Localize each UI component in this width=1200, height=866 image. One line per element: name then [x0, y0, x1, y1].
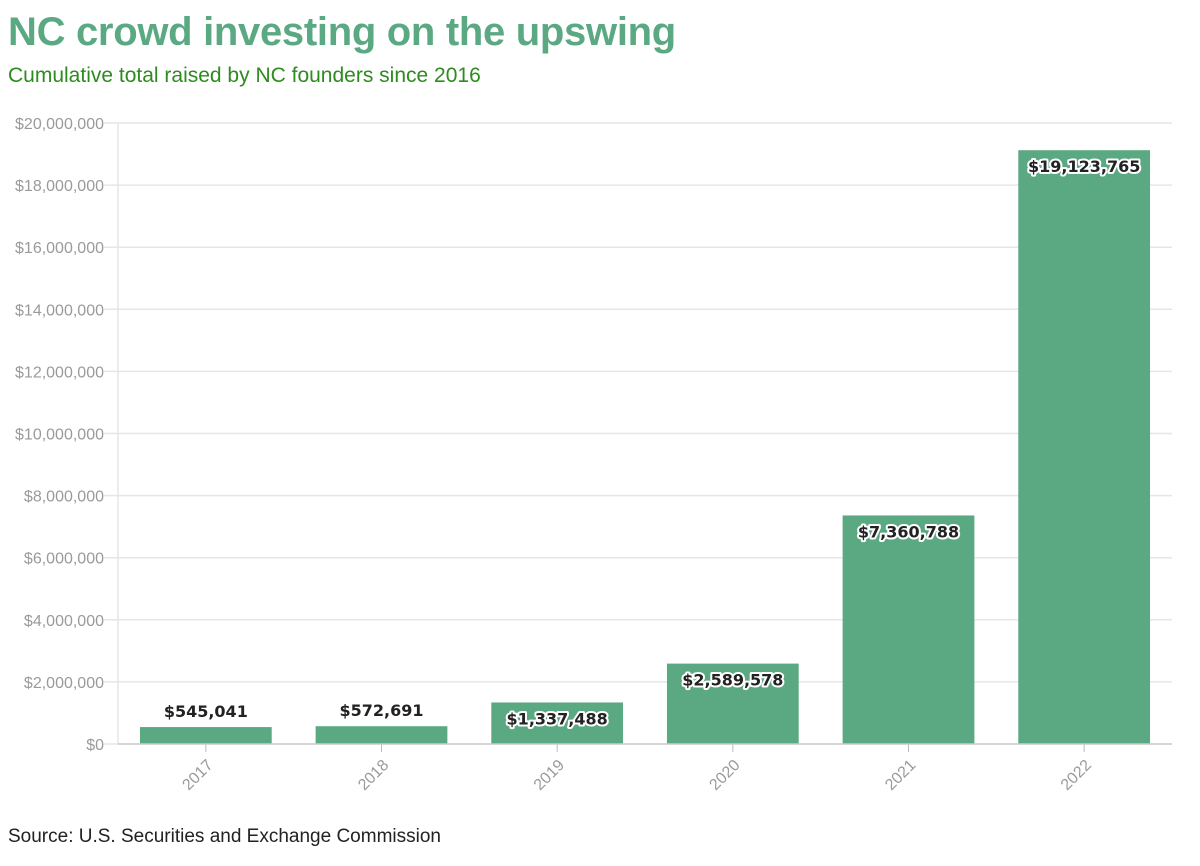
data-label-2019: $1,337,488 — [507, 709, 608, 728]
x-tick-label-2021: 2021 — [882, 757, 919, 794]
x-tick-label-2017: 2017 — [179, 757, 216, 794]
y-tick-label: $18,000,000 — [15, 178, 104, 195]
y-axis: $0 $2,000,000 $4,000,000 $6,000,000 $8,000,0… — [15, 116, 119, 754]
x-tick-label-2019: 2019 — [531, 757, 568, 794]
y-tick-label: $14,000,000 — [15, 302, 104, 319]
y-tick-label: $12,000,000 — [15, 364, 104, 381]
chart-title: NC crowd investing on the upswing — [8, 10, 676, 54]
gridlines — [104, 122, 1172, 745]
bar-2018 — [315, 726, 448, 744]
bars — [139, 150, 1151, 744]
data-label-2017: $545,041 — [164, 702, 248, 721]
x-tick-label-2020: 2020 — [706, 757, 743, 794]
data-label-2020: $2,589,578 — [682, 671, 783, 690]
chart-subtitle: Cumulative total raised by NC founders s… — [8, 64, 481, 87]
y-tick-label: $4,000,000 — [24, 613, 104, 630]
bar-2019 — [491, 702, 624, 744]
bar-2020 — [666, 663, 799, 744]
y-tick-label: $8,000,000 — [24, 489, 104, 506]
bar-2021 — [842, 515, 975, 744]
bar-2022 — [1018, 150, 1151, 744]
source-note: Source: U.S. Securities and Exchange Com… — [8, 826, 441, 847]
x-tick-label-2022: 2022 — [1058, 757, 1095, 794]
x-axis: 2017 2018 2019 2020 2021 2022 — [118, 743, 1172, 794]
data-labels: $545,041 $572,691 $1,337,488 $2,589,578 $7,3… — [164, 155, 1143, 730]
data-label-2021: $7,360,788 — [858, 522, 959, 541]
y-tick-label: $2,000,000 — [24, 675, 104, 692]
data-label-2022: $19,123,765 — [1028, 157, 1140, 176]
y-tick-label: $6,000,000 — [24, 551, 104, 568]
y-tick-label: $20,000,000 — [15, 116, 104, 133]
y-tick-label: $16,000,000 — [15, 240, 104, 257]
bar-2017 — [139, 727, 272, 744]
y-tick-label: $10,000,000 — [15, 427, 104, 444]
data-label-2018: $572,691 — [339, 701, 423, 720]
x-tick-label-2018: 2018 — [355, 757, 392, 794]
y-tick-label: $0 — [86, 737, 104, 754]
